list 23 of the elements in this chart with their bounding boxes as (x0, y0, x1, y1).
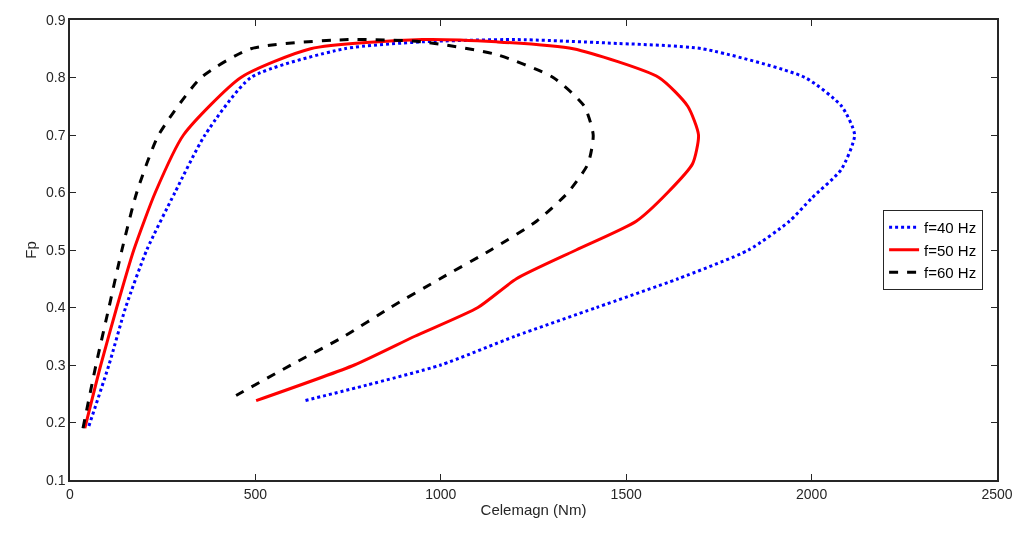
y-tick-label: 0.1 (45, 471, 66, 488)
x-tick-label: 1500 (610, 485, 642, 502)
legend-label: f=50 Hz (924, 241, 977, 259)
y-tick-label: 0.5 (45, 241, 66, 258)
x-tick-label: 2500 (981, 485, 1013, 502)
y-tick-label: 0.3 (45, 356, 66, 373)
legend-label: f=60 Hz (924, 264, 977, 282)
y-tick-label: 0.7 (45, 126, 66, 143)
legend-label: f=40 Hz (924, 219, 977, 237)
line-series (81, 37, 595, 430)
y-tick-label: 0.4 (45, 299, 66, 316)
y-tick-label: 0.2 (45, 414, 66, 431)
x-tick-label: 500 (243, 485, 268, 502)
x-axis-title: Celemagn (Nm) (480, 501, 587, 519)
y-tick-label: 0.6 (45, 184, 66, 201)
x-tick-label: 2000 (796, 485, 828, 502)
y-tick-label: 0.8 (45, 69, 66, 86)
y-tick-label: 0.9 (45, 11, 66, 28)
y-axis-title: Fp (21, 241, 39, 259)
x-tick-label: 0 (66, 485, 75, 502)
line-series (87, 38, 857, 428)
line-series (83, 37, 701, 430)
x-tick-label: 1000 (425, 485, 457, 502)
